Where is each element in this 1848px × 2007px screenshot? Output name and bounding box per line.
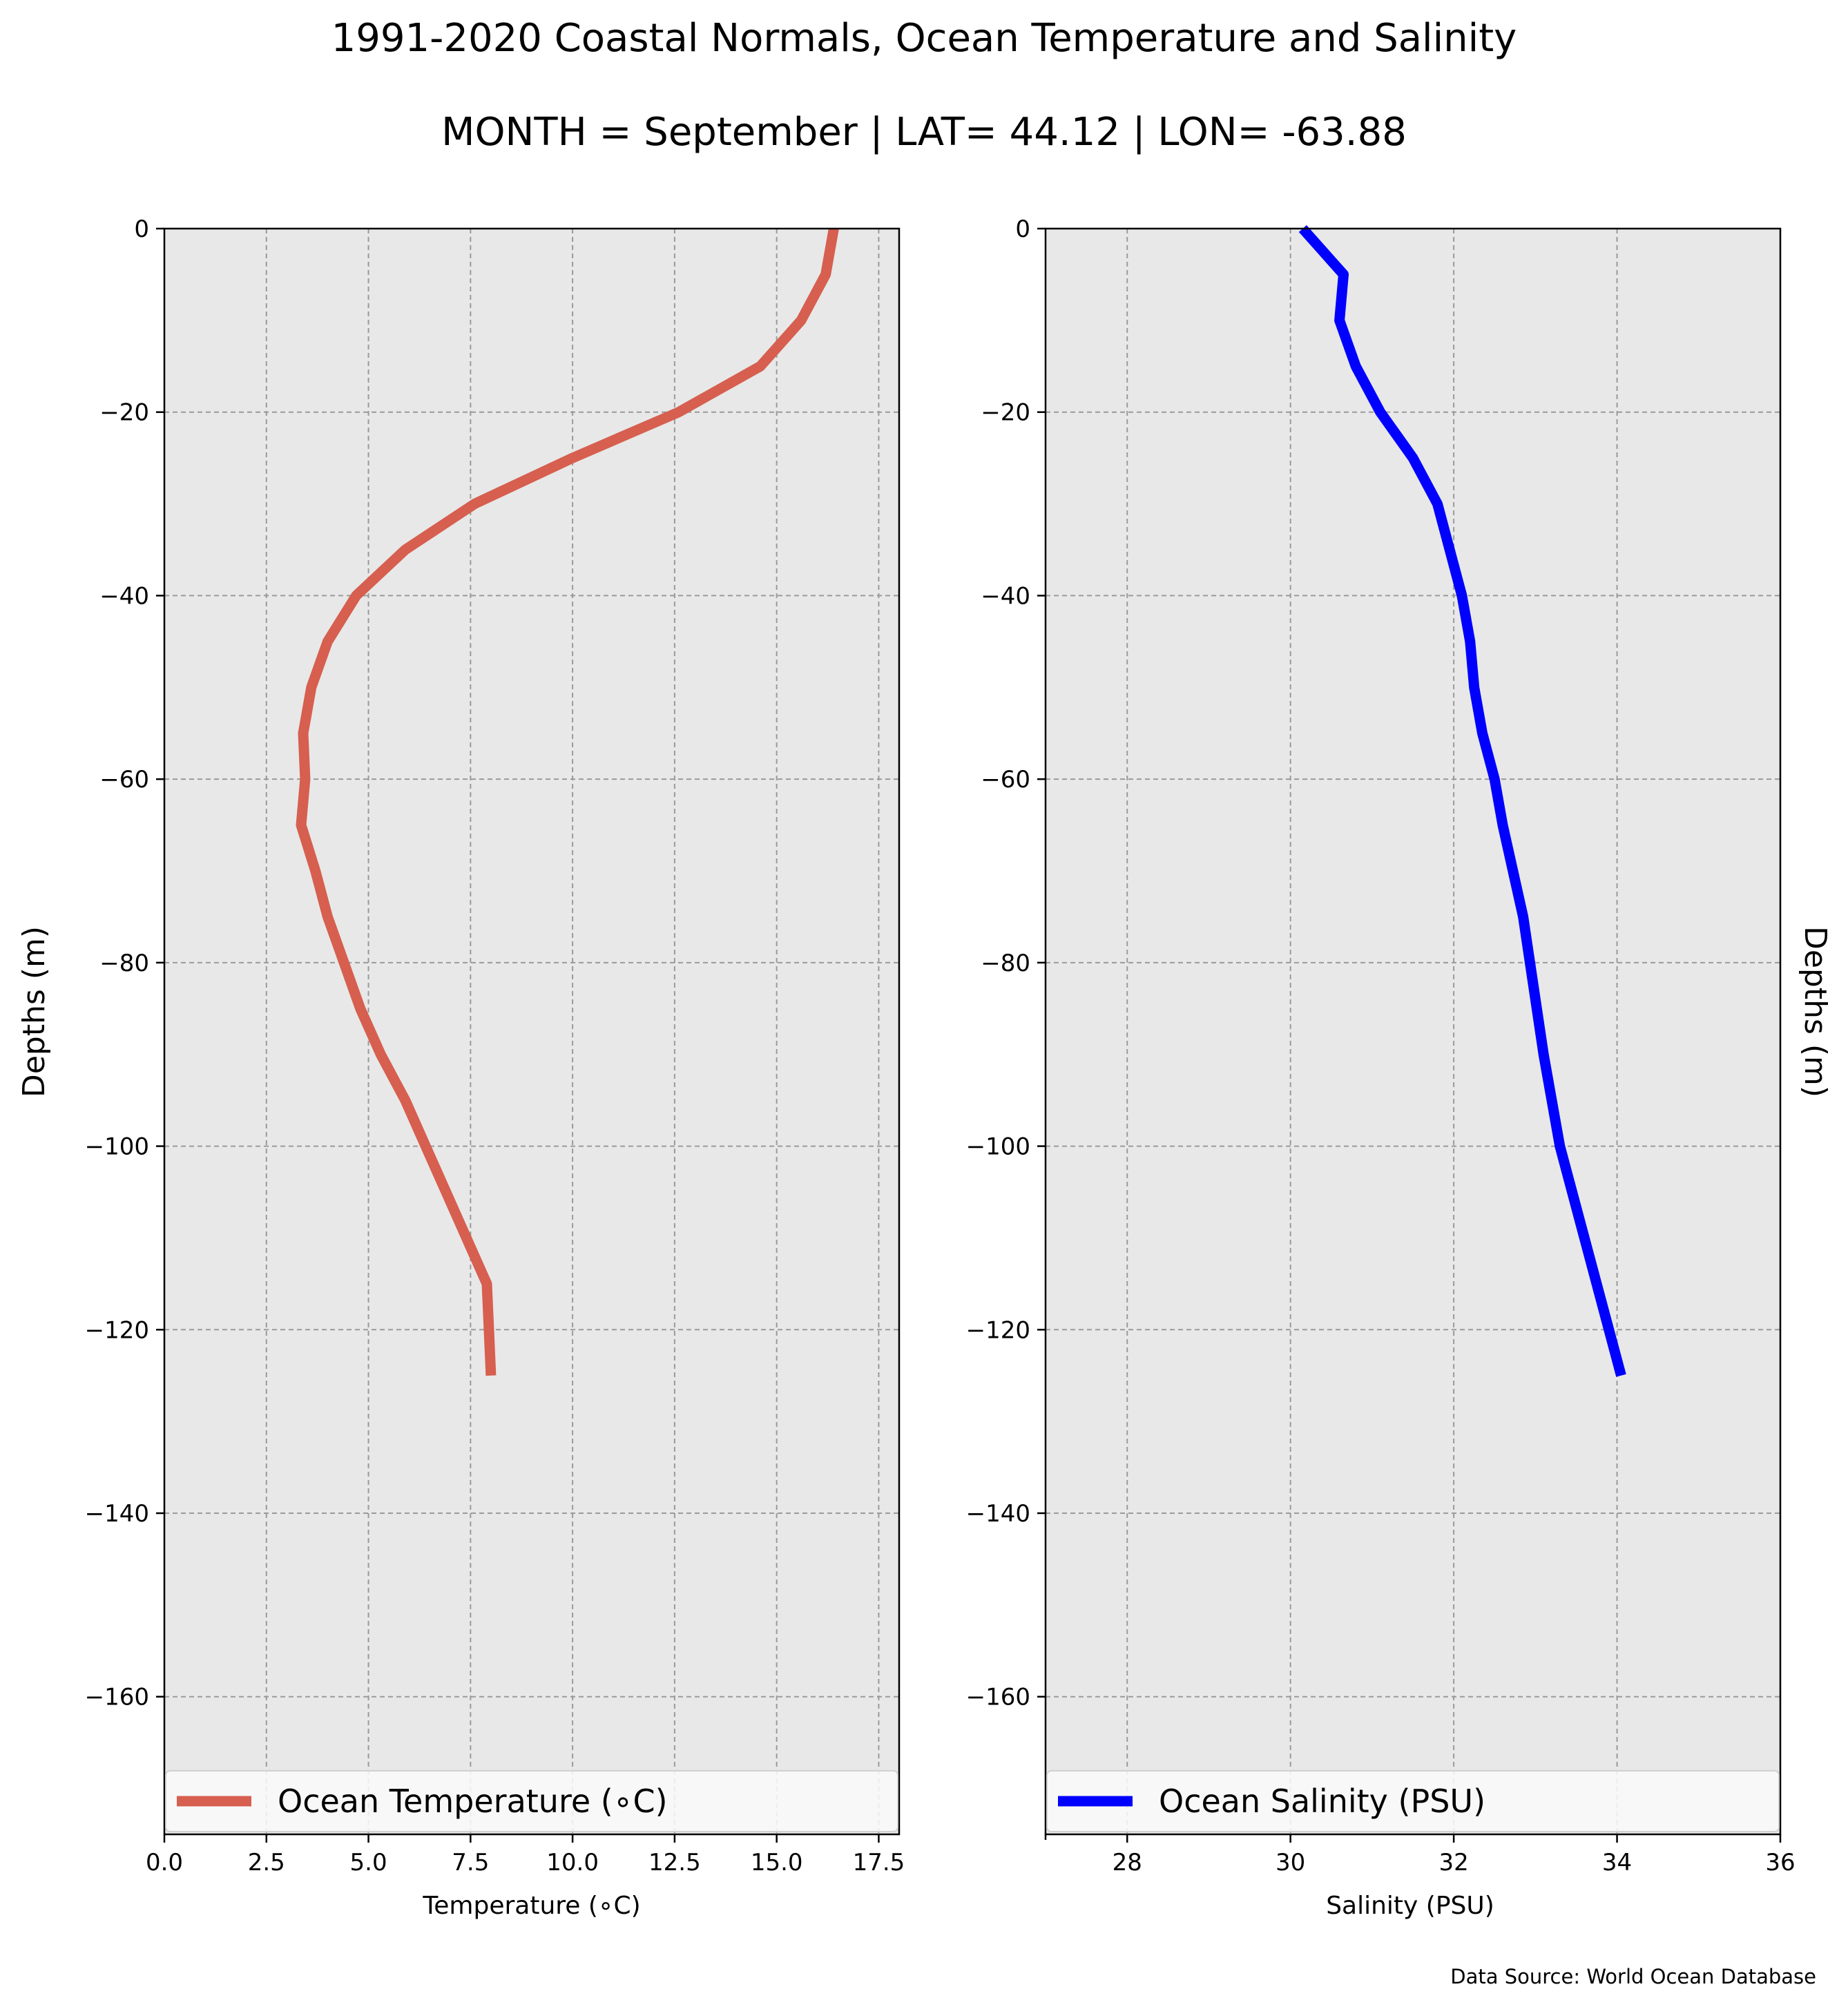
salinity-y-axis-label: Depths (m) — [1798, 926, 1833, 1097]
temperature-x-tick-label: 15.0 — [751, 1849, 803, 1876]
salinity-legend-label: Ocean Salinity (PSU) — [1159, 1783, 1485, 1820]
salinity-x-tick-label: 30 — [1276, 1849, 1305, 1876]
temperature-series-line — [296, 227, 839, 1376]
temperature-x-tick-label: 12.5 — [648, 1849, 701, 1876]
temperature-y-tick-label: −140 — [85, 1500, 149, 1528]
temperature-y-tick-label: −60 — [99, 766, 149, 794]
salinity-series-line — [1298, 225, 1626, 1377]
temperature-x-tick-label: 2.5 — [248, 1849, 285, 1876]
salinity-legend: Ocean Salinity (PSU) — [1046, 1770, 1780, 1832]
salinity-x-tick-label: 34 — [1602, 1849, 1632, 1876]
salinity-y-tick-label: −40 — [981, 582, 1030, 610]
salinity-y-tick-label: −20 — [981, 399, 1030, 427]
salinity-panel: Salinity (PSU) Depths (m) 28 30 32 34 36 0 −20… — [966, 215, 1833, 1920]
temperature-axes-frame — [163, 227, 901, 1836]
salinity-y-tick-label: −80 — [981, 950, 1030, 977]
temperature-x-tick-label: 10.0 — [546, 1849, 599, 1876]
data-source-note: Data Source: World Ocean Database — [1450, 1965, 1816, 1988]
temperature-y-tick-label: −40 — [99, 582, 149, 610]
temperature-legend-label: Ocean Temperature (∘C) — [278, 1783, 668, 1820]
temperature-y-tick-label: −80 — [99, 950, 149, 977]
figure-title: 1991-2020 Coastal Normals, Ocean Tempera… — [331, 16, 1517, 61]
salinity-x-tick-label: 36 — [1765, 1849, 1795, 1876]
figure-subtitle: MONTH = September | LAT= 44.12 | LON= -6… — [441, 110, 1407, 155]
temperature-x-axis-label: Temperature (∘C) — [422, 1892, 640, 1920]
salinity-y-tick-label: −120 — [966, 1316, 1030, 1344]
salinity-x-tick-label: 32 — [1438, 1849, 1468, 1876]
temperature-y-tick-label: −20 — [99, 399, 149, 427]
temperature-x-tick-label: 0.0 — [146, 1849, 183, 1876]
salinity-x-tick-label: 28 — [1113, 1849, 1142, 1876]
temperature-y-tick-label: −160 — [85, 1684, 149, 1711]
temperature-panel: Temperature (∘C) Depths (m) 0.0 2.5 5.0 7.5… — [17, 215, 905, 1920]
temperature-plot-area — [164, 229, 899, 1834]
temperature-legend: Ocean Temperature (∘C) — [165, 1770, 898, 1832]
temperature-y-tick-label: −100 — [85, 1133, 149, 1161]
temperature-y-tick-label: 0 — [134, 215, 149, 243]
salinity-legend-box — [1046, 1770, 1780, 1832]
temperature-y-axis-label: Depths (m) — [17, 926, 52, 1097]
salinity-y-tick-label: −60 — [981, 766, 1030, 794]
salinity-y-tick-label: 0 — [1015, 215, 1030, 243]
salinity-x-axis-label: Salinity (PSU) — [1326, 1892, 1494, 1920]
temperature-x-tick-label: 5.0 — [350, 1849, 387, 1876]
temperature-x-tick-label: 7.5 — [452, 1849, 489, 1876]
salinity-y-tick-label: −140 — [966, 1500, 1030, 1528]
salinity-y-tick-label: −100 — [966, 1133, 1030, 1161]
salinity-y-tick-label: −160 — [966, 1684, 1030, 1711]
temperature-x-tick-label: 17.5 — [853, 1849, 905, 1876]
salinity-plot-area — [1046, 229, 1780, 1834]
salinity-axes-frame — [1044, 227, 1782, 1836]
temperature-y-tick-label: −120 — [85, 1316, 149, 1344]
temperature-legend-box — [165, 1770, 898, 1832]
